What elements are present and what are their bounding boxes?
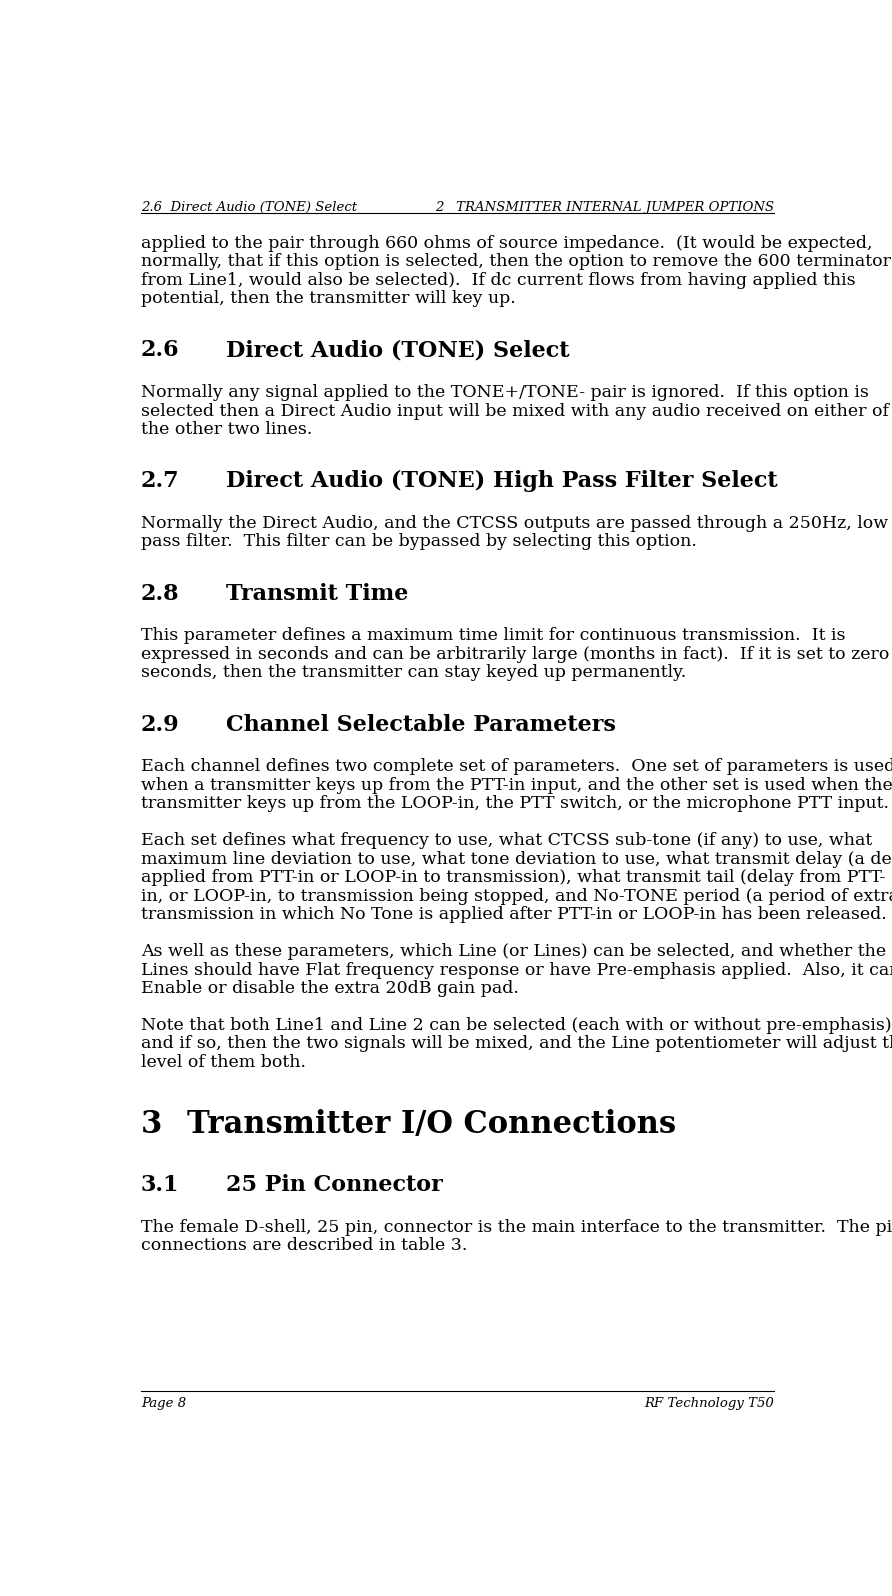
Text: from Line1, would also be selected).  If dc current flows from having applied th: from Line1, would also be selected). If …: [141, 271, 855, 289]
Text: As well as these parameters, which Line (or Lines) can be selected, and whether : As well as these parameters, which Line …: [141, 943, 886, 961]
Text: This parameter defines a maximum time limit for continuous transmission.  It is: This parameter defines a maximum time li…: [141, 627, 846, 645]
Text: 25 Pin Connector: 25 Pin Connector: [227, 1175, 443, 1195]
Text: Normally any signal applied to the TONE+/TONE- pair is ignored.  If this option : Normally any signal applied to the TONE+…: [141, 385, 869, 401]
Text: seconds, then the transmitter can stay keyed up permanently.: seconds, then the transmitter can stay k…: [141, 664, 686, 681]
Text: the other two lines.: the other two lines.: [141, 421, 312, 437]
Text: Page 8: Page 8: [141, 1396, 186, 1409]
Text: applied from PTT-in or LOOP-in to transmission), what transmit tail (delay from : applied from PTT-in or LOOP-in to transm…: [141, 870, 886, 886]
Text: expressed in seconds and can be arbitrarily large (months in fact).  If it is se: expressed in seconds and can be arbitrar…: [141, 646, 889, 662]
Text: 3: 3: [141, 1109, 162, 1141]
Text: maximum line deviation to use, what tone deviation to use, what transmit delay (: maximum line deviation to use, what tone…: [141, 851, 892, 868]
Text: connections are described in table 3.: connections are described in table 3.: [141, 1237, 467, 1254]
Text: Direct Audio (TONE) High Pass Filter Select: Direct Audio (TONE) High Pass Filter Sel…: [227, 471, 778, 492]
Text: 2   TRANSMITTER INTERNAL JUMPER OPTIONS: 2 TRANSMITTER INTERNAL JUMPER OPTIONS: [435, 201, 774, 214]
Text: Direct Audio (TONE) Select: Direct Audio (TONE) Select: [227, 340, 570, 361]
Text: in, or LOOP-in, to transmission being stopped, and No-TONE period (a period of e: in, or LOOP-in, to transmission being st…: [141, 887, 892, 905]
Text: selected then a Direct Audio input will be mixed with any audio received on eith: selected then a Direct Audio input will …: [141, 402, 889, 420]
Text: Enable or disable the extra 20dB gain pad.: Enable or disable the extra 20dB gain pa…: [141, 980, 519, 998]
Text: Transmitter I/O Connections: Transmitter I/O Connections: [187, 1109, 676, 1141]
Text: transmission in which No Tone is applied after PTT-in or LOOP-in has been releas: transmission in which No Tone is applied…: [141, 907, 887, 922]
Text: and if so, then the two signals will be mixed, and the Line potentiometer will a: and if so, then the two signals will be …: [141, 1036, 892, 1052]
Text: 2.9: 2.9: [141, 713, 179, 736]
Text: The female D-shell, 25 pin, connector is the main interface to the transmitter. : The female D-shell, 25 pin, connector is…: [141, 1219, 892, 1235]
Text: 2.6  Direct Audio (TONE) Select: 2.6 Direct Audio (TONE) Select: [141, 201, 357, 214]
Text: 2.7: 2.7: [141, 471, 179, 492]
Text: potential, then the transmitter will key up.: potential, then the transmitter will key…: [141, 290, 516, 306]
Text: transmitter keys up from the LOOP-in, the PTT switch, or the microphone PTT inpu: transmitter keys up from the LOOP-in, th…: [141, 795, 889, 812]
Text: Each channel defines two complete set of parameters.  One set of parameters is u: Each channel defines two complete set of…: [141, 758, 892, 776]
Text: Lines should have Flat frequency response or have Pre-emphasis applied.  Also, i: Lines should have Flat frequency respons…: [141, 961, 892, 978]
Text: when a transmitter keys up from the PTT-in input, and the other set is used when: when a transmitter keys up from the PTT-…: [141, 777, 892, 793]
Text: Transmit Time: Transmit Time: [227, 583, 409, 605]
Text: level of them both.: level of them both.: [141, 1053, 306, 1071]
Text: applied to the pair through 660 ohms of source impedance.  (It would be expected: applied to the pair through 660 ohms of …: [141, 235, 872, 252]
Text: 3.1: 3.1: [141, 1175, 179, 1195]
Text: Note that both Line1 and Line 2 can be selected (each with or without pre-emphas: Note that both Line1 and Line 2 can be s…: [141, 1017, 892, 1034]
Text: Each set defines what frequency to use, what CTCSS sub-tone (if any) to use, wha: Each set defines what frequency to use, …: [141, 832, 872, 849]
Text: 2.6: 2.6: [141, 340, 179, 361]
Text: Normally the Direct Audio, and the CTCSS outputs are passed through a 250Hz, low: Normally the Direct Audio, and the CTCSS…: [141, 516, 888, 531]
Text: pass filter.  This filter can be bypassed by selecting this option.: pass filter. This filter can be bypassed…: [141, 533, 697, 551]
Text: RF Technology T50: RF Technology T50: [644, 1396, 774, 1409]
Text: normally, that if this option is selected, then the option to remove the 600 ter: normally, that if this option is selecte…: [141, 254, 891, 270]
Text: 2.8: 2.8: [141, 583, 179, 605]
Text: Channel Selectable Parameters: Channel Selectable Parameters: [227, 713, 616, 736]
